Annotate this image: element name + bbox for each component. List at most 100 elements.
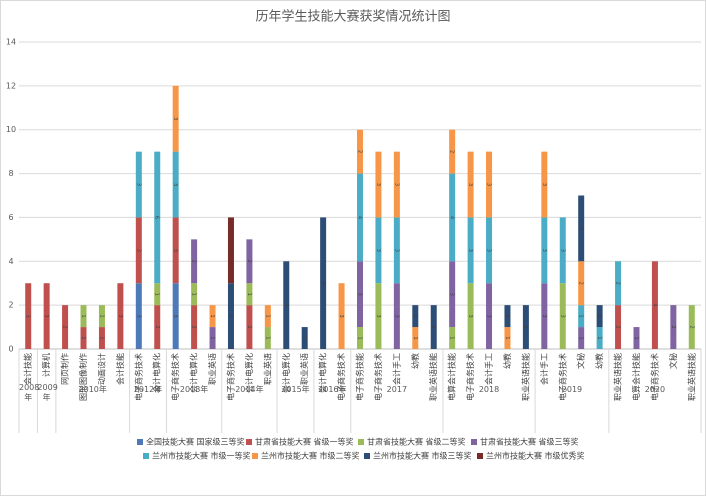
value-label: 1: [264, 315, 270, 318]
bar-segment: [393, 283, 400, 349]
legend-label: 兰州市技能大赛 市级一等奖: [152, 451, 251, 461]
x-tick-label: 文秘: [668, 353, 678, 369]
bar-segment: [264, 327, 271, 349]
x-tick-label: 会计手工: [391, 353, 401, 385]
bar-segment: [357, 129, 363, 174]
bar-segment: [393, 151, 400, 218]
value-label: 6: [320, 282, 326, 285]
y-tick-label: 10: [6, 125, 16, 134]
value-label: 3: [338, 315, 344, 318]
value-label: 3: [227, 315, 233, 318]
y-tick-label: 14: [6, 38, 16, 47]
x-tick-label: 图形图像制作: [78, 353, 88, 401]
value-label: 1: [504, 336, 510, 339]
value-label: 3: [172, 249, 178, 252]
value-label: 2: [688, 325, 694, 328]
y-tick-label: 2: [8, 301, 13, 310]
value-label: 6: [154, 216, 160, 219]
bar-segment: [375, 283, 382, 349]
bar-segment: [172, 151, 179, 218]
x-tick-label: 职业英语: [299, 353, 309, 385]
value-label: 3: [467, 183, 473, 186]
value-label: 2: [246, 260, 252, 263]
bar-segment: [135, 217, 142, 284]
value-label: 2: [615, 282, 621, 285]
value-label: 1: [209, 336, 215, 339]
bar-segment: [559, 283, 566, 349]
x-tick-label: 电子商务技术: [373, 353, 383, 401]
bar-segment: [412, 327, 419, 349]
x-tick-label: 电子商务技术: [225, 353, 235, 401]
bar-segment: [301, 327, 308, 349]
value-label: 1: [246, 293, 252, 296]
bar-segment: [135, 283, 142, 349]
x-tick-label: 职业英语: [262, 353, 272, 385]
bar-segment: [154, 283, 161, 306]
value-label: 1: [301, 336, 307, 339]
bar-segment: [98, 305, 105, 328]
value-label: 4: [357, 216, 363, 219]
value-label: 3: [393, 183, 399, 186]
legend-swatch: [364, 453, 370, 459]
value-label: 1: [449, 336, 455, 339]
group-label: 2019: [561, 385, 583, 394]
bar-segment: [504, 305, 511, 328]
value-label: 2: [449, 150, 455, 153]
x-tick-label: 计算机: [41, 353, 51, 377]
value-label: 3: [559, 249, 565, 252]
bar-segment: [615, 261, 622, 306]
x-tick-label: 职业英语: [207, 353, 217, 385]
value-label: 2: [246, 325, 252, 328]
bar-segment: [615, 305, 622, 349]
bar-segment: [522, 305, 529, 349]
value-label: 3: [135, 249, 141, 252]
legend-label: 甘肃省技能大赛 省级一等奖: [255, 437, 354, 447]
value-label: 3: [375, 249, 381, 252]
value-label: 3: [467, 249, 473, 252]
group-label: 2010年: [78, 385, 107, 394]
x-tick-label: 电算会计技能: [631, 353, 641, 401]
x-tick-label: 职业英语技能: [428, 353, 438, 401]
value-label: 3: [541, 315, 547, 318]
value-label: 3: [578, 227, 584, 230]
value-label: 1: [578, 336, 584, 339]
x-tick-label: 会计电算化: [152, 353, 162, 393]
bar-segment: [541, 283, 548, 349]
x-tick-label: 电子商务技术: [170, 353, 180, 401]
value-label: 3: [172, 315, 178, 318]
x-tick-label: 会计电算化: [318, 353, 328, 393]
group-label: 2016年: [318, 385, 347, 394]
value-label: 1: [264, 336, 270, 339]
bar-segment: [467, 283, 474, 349]
value-label: 2: [578, 282, 584, 285]
x-tick-label: 电子商务技术: [465, 353, 475, 401]
bar-segment: [246, 239, 253, 284]
bar-segment: [467, 217, 474, 284]
x-tick-label: 电子商务技术: [649, 353, 659, 401]
legend-label: 甘肃省技能大赛 省级三等奖: [480, 437, 579, 447]
legend-swatch: [143, 453, 149, 459]
bar-segment: [209, 327, 216, 349]
value-label: 3: [172, 117, 178, 120]
legend-swatch: [252, 453, 258, 459]
bar-segment: [559, 217, 566, 284]
bar-segment: [596, 327, 603, 349]
x-tick-label: 职业英语技能: [520, 353, 530, 401]
x-tick-label: 会计技能: [115, 353, 125, 385]
bar-segment: [449, 173, 456, 262]
value-label: 3: [541, 183, 547, 186]
legend-label: 兰州市技能大赛 市级优秀奖: [486, 451, 585, 461]
y-tick-label: 0: [8, 345, 13, 354]
value-label: 1: [357, 336, 363, 339]
value-label: 1: [633, 336, 639, 339]
value-label: 2: [191, 325, 197, 328]
value-label: 3: [25, 315, 31, 318]
x-tick-label: 电子商务技术: [557, 353, 567, 401]
bar-segment: [449, 327, 456, 349]
bar-segment: [246, 283, 253, 306]
value-label: 3: [486, 249, 492, 252]
value-label: 1: [98, 315, 104, 318]
y-tick-label: 4: [8, 257, 13, 266]
